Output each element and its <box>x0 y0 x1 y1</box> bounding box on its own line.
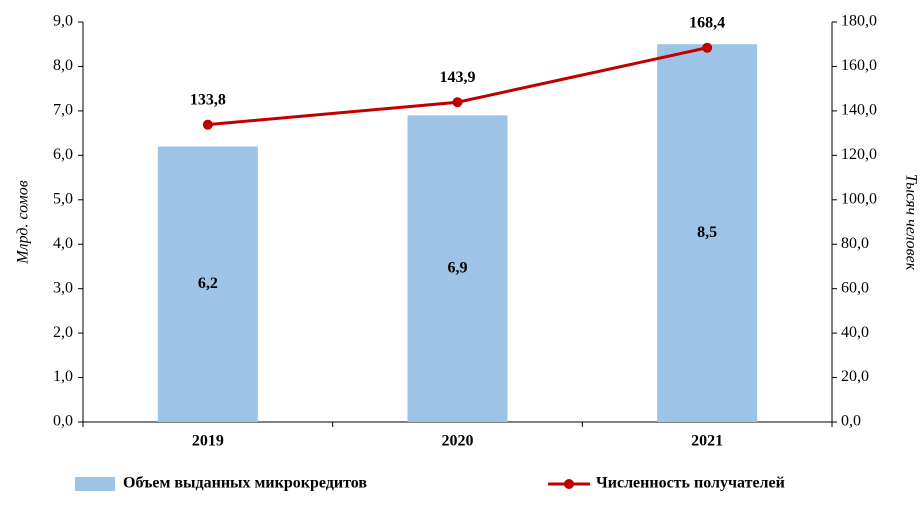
y-axis-title: Млрд. сомов <box>15 180 32 264</box>
y-tick-label: 7,0 <box>53 102 73 119</box>
line-value-label: 133,8 <box>190 91 226 108</box>
y2-tick-label: 160,0 <box>841 57 877 74</box>
y-tick-label: 0,0 <box>53 413 73 430</box>
bar <box>407 115 508 422</box>
line-marker <box>202 119 213 130</box>
y-tick-label: 8,0 <box>53 57 73 74</box>
line <box>207 46 708 127</box>
bar <box>157 146 258 422</box>
legend-swatch-marker <box>564 479 574 489</box>
bar-value-label: 6,2 <box>198 275 218 292</box>
line-marker <box>452 97 463 108</box>
y-tick-label: 5,0 <box>53 190 73 207</box>
y2-tick-label: 180,0 <box>841 13 877 30</box>
y2-tick-label: 60,0 <box>841 279 869 296</box>
y2-tick-label: 120,0 <box>841 146 877 163</box>
bar-value-label: 8,5 <box>697 224 717 241</box>
y-tick-label: 3,0 <box>53 279 73 296</box>
y-tick-label: 9,0 <box>53 13 73 30</box>
y-tick-label: 6,0 <box>53 146 73 163</box>
x-tick-label: 2021 <box>691 433 723 450</box>
y2-tick-label: 20,0 <box>841 368 869 385</box>
y2-tick-label: 0,0 <box>841 413 861 430</box>
bar-value-label: 6,9 <box>448 259 468 276</box>
line-value-label: 143,9 <box>440 69 476 86</box>
y-tick-label: 4,0 <box>53 235 73 252</box>
x-tick-label: 2019 <box>192 433 224 450</box>
x-tick-label: 2020 <box>442 433 474 450</box>
legend-label: Численность получателей <box>596 475 785 492</box>
y-tick-label: 2,0 <box>53 324 73 341</box>
y2-tick-label: 80,0 <box>841 235 869 252</box>
y2-tick-label: 100,0 <box>841 190 877 207</box>
legend-swatch <box>75 477 115 491</box>
y2-tick-label: 140,0 <box>841 102 877 119</box>
y2-axis-title: Тысяч человек <box>902 174 919 271</box>
legend-label: Объем выданных микрокредитов <box>123 475 367 492</box>
line-marker <box>702 42 713 53</box>
y-tick-label: 1,0 <box>53 368 73 385</box>
line-value-label: 168,4 <box>689 14 725 31</box>
y2-tick-label: 40,0 <box>841 324 869 341</box>
bar <box>657 44 758 422</box>
